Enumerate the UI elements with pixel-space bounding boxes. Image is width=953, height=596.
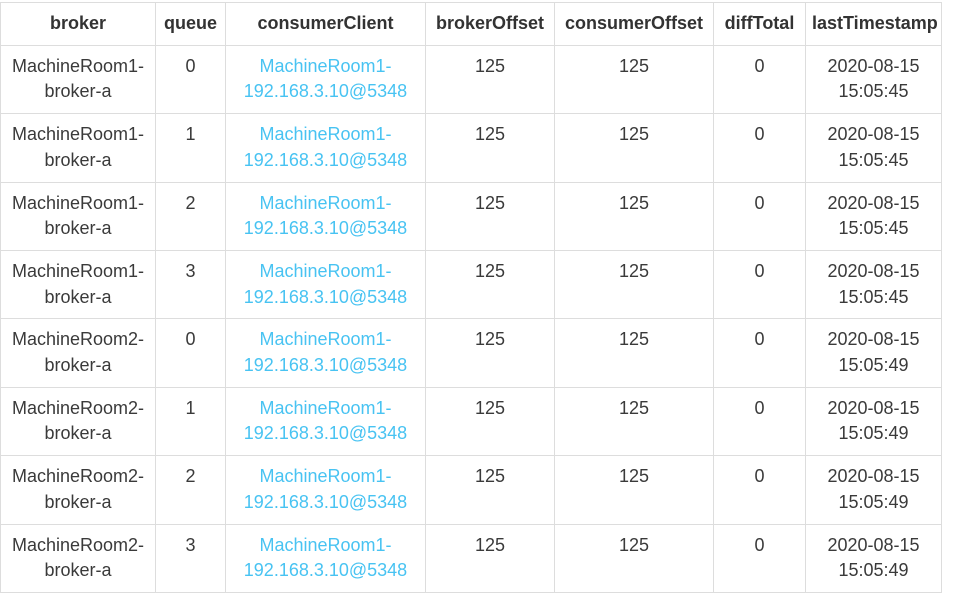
- table-row: MachineRoom1-broker-a 2 MachineRoom1-192…: [0, 181, 942, 251]
- broker-offset-cell: 125: [425, 181, 555, 251]
- last-timestamp-cell: 2020-08-15 15:05:49: [805, 455, 942, 525]
- consumer-client-link[interactable]: MachineRoom1-192.168.3.10@5348: [243, 192, 408, 239]
- column-header-consumer-offset: consumerOffset: [554, 2, 714, 46]
- consumer-client-link[interactable]: MachineRoom1-192.168.3.10@5348: [243, 534, 408, 581]
- diff-total-cell: 0: [713, 318, 806, 388]
- diff-total-cell: 0: [713, 181, 806, 251]
- table-row: MachineRoom2-broker-a 0 MachineRoom1-192…: [0, 318, 942, 388]
- queue-cell: 2: [155, 181, 226, 251]
- broker-cell: MachineRoom2-broker-a: [0, 386, 156, 457]
- queue-cell: 0: [155, 44, 226, 115]
- consumer-client-cell: MachineRoom1-192.168.3.10@5348: [225, 318, 426, 388]
- diff-total-cell: 0: [713, 455, 806, 525]
- consumer-client-link[interactable]: MachineRoom1-192.168.3.10@5348: [243, 260, 408, 307]
- table-header: broker queue consumerClient brokerOffset…: [0, 2, 942, 46]
- broker-offset-cell: 125: [425, 523, 555, 593]
- queue-cell: 1: [155, 113, 226, 183]
- consumer-offset-cell: 125: [554, 386, 714, 457]
- consumer-offset-cell: 125: [554, 181, 714, 251]
- queue-cell: 2: [155, 455, 226, 525]
- column-header-consumer-client: consumerClient: [225, 2, 426, 46]
- queue-cell: 3: [155, 523, 226, 593]
- broker-cell: MachineRoom1-broker-a: [0, 249, 156, 320]
- consumer-offset-cell: 125: [554, 455, 714, 525]
- column-header-broker: broker: [0, 2, 156, 46]
- broker-offset-cell: 125: [425, 455, 555, 525]
- last-timestamp-cell: 2020-08-15 15:05:45: [805, 181, 942, 251]
- diff-total-cell: 0: [713, 113, 806, 183]
- last-timestamp-cell: 2020-08-15 15:05:45: [805, 113, 942, 183]
- last-timestamp-cell: 2020-08-15 15:05:49: [805, 386, 942, 457]
- consumer-client-link[interactable]: MachineRoom1-192.168.3.10@5348: [243, 397, 408, 444]
- broker-cell: MachineRoom1-broker-a: [0, 113, 156, 183]
- column-header-diff-total: diffTotal: [713, 2, 806, 46]
- broker-offset-cell: 125: [425, 318, 555, 388]
- last-timestamp-cell: 2020-08-15 15:05:45: [805, 44, 942, 115]
- column-header-broker-offset: brokerOffset: [425, 2, 555, 46]
- consumer-client-cell: MachineRoom1-192.168.3.10@5348: [225, 249, 426, 320]
- table-row: MachineRoom2-broker-a 1 MachineRoom1-192…: [0, 386, 942, 457]
- diff-total-cell: 0: [713, 44, 806, 115]
- consumer-client-cell: MachineRoom1-192.168.3.10@5348: [225, 455, 426, 525]
- consumer-client-cell: MachineRoom1-192.168.3.10@5348: [225, 44, 426, 115]
- broker-offset-cell: 125: [425, 113, 555, 183]
- broker-offset-cell: 125: [425, 386, 555, 457]
- broker-cell: MachineRoom2-broker-a: [0, 455, 156, 525]
- header-row: broker queue consumerClient brokerOffset…: [0, 2, 942, 46]
- broker-cell: MachineRoom1-broker-a: [0, 44, 156, 115]
- last-timestamp-cell: 2020-08-15 15:05:49: [805, 318, 942, 388]
- broker-offset-cell: 125: [425, 249, 555, 320]
- queue-cell: 0: [155, 318, 226, 388]
- table-body: MachineRoom1-broker-a 0 MachineRoom1-192…: [0, 44, 942, 593]
- broker-cell: MachineRoom1-broker-a: [0, 181, 156, 251]
- table-row: MachineRoom1-broker-a 3 MachineRoom1-192…: [0, 249, 942, 320]
- table-row: MachineRoom1-broker-a 1 MachineRoom1-192…: [0, 113, 942, 183]
- column-header-last-timestamp: lastTimestamp: [805, 2, 942, 46]
- last-timestamp-cell: 2020-08-15 15:05:49: [805, 523, 942, 593]
- consumer-client-link[interactable]: MachineRoom1-192.168.3.10@5348: [243, 466, 408, 512]
- consumer-offset-cell: 125: [554, 249, 714, 320]
- consumer-client-cell: MachineRoom1-192.168.3.10@5348: [225, 113, 426, 183]
- queue-cell: 3: [155, 249, 226, 320]
- consumer-offset-cell: 125: [554, 113, 714, 183]
- consumer-client-link[interactable]: MachineRoom1-192.168.3.10@5348: [243, 124, 408, 170]
- diff-total-cell: 0: [713, 523, 806, 593]
- last-timestamp-cell: 2020-08-15 15:05:45: [805, 249, 942, 320]
- consumer-client-cell: MachineRoom1-192.168.3.10@5348: [225, 181, 426, 251]
- table-row: MachineRoom1-broker-a 0 MachineRoom1-192…: [0, 44, 942, 115]
- consumer-offset-cell: 125: [554, 523, 714, 593]
- diff-total-cell: 0: [713, 386, 806, 457]
- broker-cell: MachineRoom2-broker-a: [0, 318, 156, 388]
- table-row: MachineRoom2-broker-a 3 MachineRoom1-192…: [0, 523, 942, 593]
- diff-total-cell: 0: [713, 249, 806, 320]
- consumer-client-link[interactable]: MachineRoom1-192.168.3.10@5348: [243, 329, 408, 376]
- consumer-offset-cell: 125: [554, 44, 714, 115]
- broker-cell: MachineRoom2-broker-a: [0, 523, 156, 593]
- queue-cell: 1: [155, 386, 226, 457]
- broker-offset-cell: 125: [425, 44, 555, 115]
- consumer-client-cell: MachineRoom1-192.168.3.10@5348: [225, 386, 426, 457]
- column-header-queue: queue: [155, 2, 226, 46]
- consumer-client-cell: MachineRoom1-192.168.3.10@5348: [225, 523, 426, 593]
- consumer-client-link[interactable]: MachineRoom1-192.168.3.10@5348: [243, 55, 408, 102]
- consumer-offset-cell: 125: [554, 318, 714, 388]
- table-row: MachineRoom2-broker-a 2 MachineRoom1-192…: [0, 455, 942, 525]
